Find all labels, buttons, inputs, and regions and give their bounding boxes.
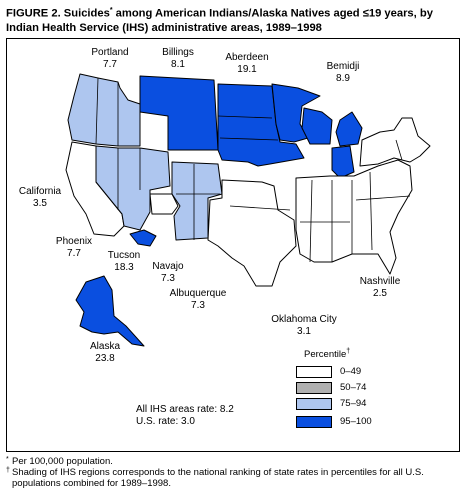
us-rate: U.S. rate: 3.0 xyxy=(136,416,195,427)
label-albuquerque: Albuquerque 7.3 xyxy=(169,288,227,311)
bemidji-michigan xyxy=(335,111,363,147)
navajo-area xyxy=(149,193,179,215)
label-portland: Portland 7.7 xyxy=(91,47,129,70)
legend-swatch-1 xyxy=(296,382,332,394)
legend-label: 0–49 xyxy=(340,366,362,377)
label-navajo: Navajo 7.3 xyxy=(152,261,184,284)
legend-label: 75–94 xyxy=(340,398,367,409)
label-billings: Billings 8.1 xyxy=(162,47,194,70)
label-bemidji: Bemidji 8.9 xyxy=(326,61,360,84)
alaska-area xyxy=(75,275,145,347)
bemidji-wisconsin xyxy=(301,107,333,145)
legend-label: 95–100 xyxy=(340,416,372,427)
rates-summary: All IHS areas rate: 8.2 U.S. rate: 3.0 xyxy=(136,404,234,428)
footnotes: * Per 100,000 population. † Shading of IHS… xyxy=(6,456,462,489)
figure-title: FIGURE 2. Suicides* among American India… xyxy=(6,7,433,34)
label-california: California 3.5 xyxy=(18,186,62,209)
legend-item: 95–100 xyxy=(296,416,436,428)
footnote: † Shading of IHS regions corresponds to t… xyxy=(6,467,424,489)
legend-swatch-0 xyxy=(296,366,332,378)
bemidji-indiana xyxy=(331,145,355,179)
legend-swatch-3 xyxy=(296,416,332,428)
legend-item: 75–94 xyxy=(296,398,436,410)
label-nashville: Nashville 2.5 xyxy=(359,276,401,299)
tucson-area xyxy=(129,229,157,247)
legend-item: 0–49 xyxy=(296,366,436,378)
label-aberdeen: Aberdeen 19.1 xyxy=(225,52,269,75)
billings-area xyxy=(139,75,219,151)
label-tucson: Tucson 18.3 xyxy=(107,250,141,273)
legend-label: 50–74 xyxy=(340,382,367,393)
label-phoenix: Phoenix 7.7 xyxy=(55,236,93,259)
label-oklahoma-city: Oklahoma City 3.1 xyxy=(271,314,337,337)
nashville-area xyxy=(295,159,413,275)
legend-item: 50–74 xyxy=(296,382,436,394)
portland-area xyxy=(67,73,141,147)
legend-swatch-2 xyxy=(296,398,332,410)
all-ihs-rate: All IHS areas rate: 8.2 xyxy=(136,404,234,415)
legend-title: Percentile† xyxy=(304,348,351,361)
figure-frame xyxy=(6,38,460,452)
footnote: * Per 100,000 population. xyxy=(6,456,113,467)
northeast-region xyxy=(359,117,431,167)
albuquerque-area xyxy=(171,161,223,241)
label-alaska: Alaska 23.8 xyxy=(89,341,120,364)
oklahoma-city-area xyxy=(207,179,297,287)
